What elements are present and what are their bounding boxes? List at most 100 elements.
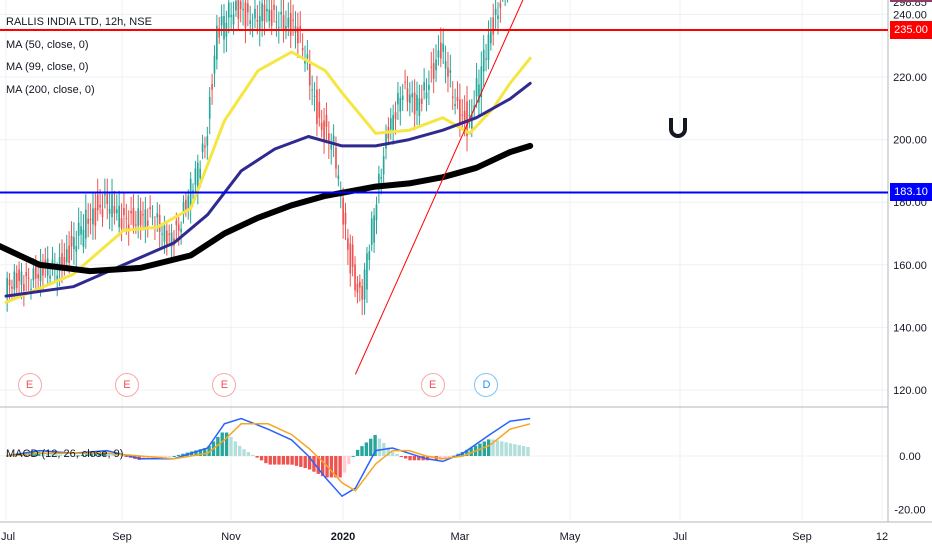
symbol-title: RALLIS INDIA LTD, 12h, NSE [6,16,152,28]
candle-body-18 [49,275,51,279]
macd-histogram-bar-26 [120,455,124,457]
candle-body-67 [165,230,168,247]
candle-body-176 [425,92,428,99]
macd-histogram-bar-64 [286,456,290,465]
candle-body-165 [399,97,402,112]
macd-histogram-bar-39 [176,454,181,456]
candle-body-31 [80,226,82,235]
candle-body-34 [87,218,90,224]
candle-body-8 [25,271,28,277]
candle-body-60 [149,207,151,210]
candle-body-166 [401,95,404,101]
macd-histogram-bar-60 [268,456,272,465]
candle-body-75 [185,199,187,210]
macd-histogram-bar-116 [513,444,517,456]
candle-body-200 [482,49,485,72]
macd-histogram-bar-90 [399,456,403,457]
magnet-icon[interactable] [668,116,688,140]
earnings-marker-3[interactable]: E [420,373,445,397]
earnings-marker-0[interactable]: E [17,373,42,397]
macd-histogram-bar-55 [246,452,251,456]
candle-body-191 [461,114,464,116]
candle-body-197 [475,78,478,97]
candle-body-192 [463,110,466,121]
candle-body-113 [275,21,278,23]
macd-histogram-bar-78 [347,456,351,465]
candle-body-104 [254,8,256,19]
candle-body-84 [206,136,209,146]
candle-body-43 [108,208,111,214]
macd-histogram-bar-43 [194,450,198,456]
candle-body-57 [142,214,144,216]
macd-histogram-bar-76 [338,456,342,478]
time-tick-label-7: Sep [792,531,812,543]
candle-body-173 [418,98,421,117]
macd-histogram-bar-102 [452,455,456,457]
candle-body-133 [323,120,325,143]
candle-body-131 [318,101,321,118]
macd-signal-line [5,423,531,492]
macd-histogram-bar-24 [111,453,115,456]
macd-histogram-bar-25 [115,454,120,456]
candle-body-158 [382,156,385,175]
candle-body-85 [208,96,211,119]
ma-50-legend[interactable]: MA (50, close, 0) [6,39,89,51]
macd-histogram-bar-20 [93,453,98,456]
macd-histogram-bar-96 [425,456,430,461]
candle-body-26 [68,245,70,263]
candle-body-202 [487,34,490,60]
candle-body-107 [261,3,263,22]
candle-body-206 [497,15,499,19]
candle-body-204 [492,17,495,35]
candle-body-195 [470,114,473,129]
candle-body-95 [232,14,235,25]
candle-body-153 [370,218,373,245]
candle-body-36 [92,208,94,225]
candle-body-45 [113,205,116,214]
candle-body-80 [196,162,199,192]
ma-99-legend[interactable]: MA (99, close, 0) [6,61,89,73]
price-tick-label-5: 220.00 [893,72,927,84]
candle-body-40 [101,209,104,218]
macd-histogram-bar-49 [220,432,224,456]
macd-histogram-bar-9 [45,452,50,456]
candle-body-6 [20,271,23,285]
candle-body-46 [115,209,118,214]
candle-body-135 [328,133,330,144]
earnings-marker-1[interactable]: E [114,373,139,397]
candle-body-94 [230,15,232,17]
macd-histogram-bar-48 [216,436,220,456]
macd-legend[interactable]: MACD (12, 26, close, 9) [6,448,124,460]
candle-body-100 [244,2,247,28]
candle-body-50 [125,218,128,220]
candle-body-136 [330,144,333,150]
macd-histogram-bar-72 [320,456,325,477]
candle-body-23 [61,253,63,270]
macd-histogram-bar-79 [351,455,355,457]
candle-body-180 [435,59,437,71]
candle-body-151 [366,253,368,290]
candle-body-120 [292,19,294,21]
macd-histogram-bar-59 [264,456,268,464]
candle-body-188 [454,104,456,106]
candle-body-177 [428,84,430,91]
candle-body-12 [34,265,37,279]
candle-body-91 [223,15,225,40]
dividend-marker-4[interactable]: D [474,373,499,397]
candle-body-169 [409,94,411,104]
candle-body-64 [158,214,161,232]
candle-body-143 [347,238,349,250]
macd-histogram-bar-77 [342,456,347,473]
candle-body-167 [404,81,406,83]
candle-body-149 [361,286,364,300]
earnings-marker-2[interactable]: E [212,373,237,397]
candle-body-56 [139,210,142,226]
candle-body-98 [239,1,242,9]
macd-histogram-bar-84 [373,434,377,456]
candle-body-9 [27,277,30,279]
candle-body-38 [96,194,99,211]
ma-200-legend[interactable]: MA (200, close, 0) [6,84,95,96]
candle-body-61 [151,216,154,218]
macd-histogram-bar-97 [430,456,434,461]
